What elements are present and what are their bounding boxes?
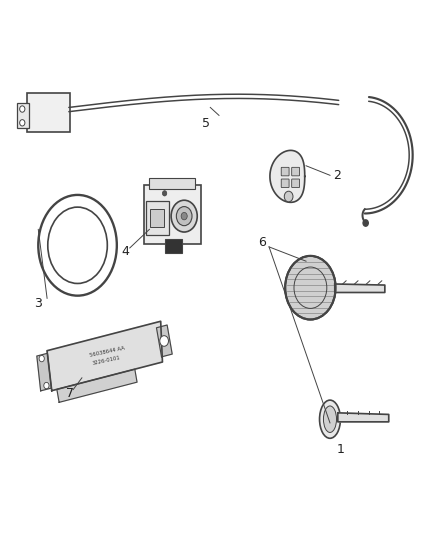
Circle shape xyxy=(39,356,44,362)
Circle shape xyxy=(171,200,197,232)
Text: 56038644 AA: 56038644 AA xyxy=(89,345,125,358)
Ellipse shape xyxy=(285,256,336,319)
Text: 7: 7 xyxy=(66,387,74,400)
Ellipse shape xyxy=(323,406,336,432)
Polygon shape xyxy=(335,284,385,293)
FancyBboxPatch shape xyxy=(292,179,300,188)
FancyBboxPatch shape xyxy=(149,178,195,189)
Polygon shape xyxy=(47,321,162,391)
Circle shape xyxy=(44,382,49,389)
Polygon shape xyxy=(37,353,51,391)
Circle shape xyxy=(284,191,293,202)
Circle shape xyxy=(162,191,167,196)
Text: 3: 3 xyxy=(35,297,42,310)
Polygon shape xyxy=(338,413,389,422)
Text: 2: 2 xyxy=(333,169,341,182)
Circle shape xyxy=(181,213,187,220)
Circle shape xyxy=(20,119,25,126)
Text: 1: 1 xyxy=(337,443,345,456)
Circle shape xyxy=(363,220,368,226)
Polygon shape xyxy=(270,150,305,203)
FancyBboxPatch shape xyxy=(292,167,300,176)
FancyBboxPatch shape xyxy=(18,103,29,127)
FancyBboxPatch shape xyxy=(146,201,169,235)
Text: 5: 5 xyxy=(202,117,210,130)
FancyBboxPatch shape xyxy=(150,209,164,227)
Polygon shape xyxy=(156,325,172,357)
Ellipse shape xyxy=(320,400,340,438)
FancyBboxPatch shape xyxy=(27,93,70,132)
FancyBboxPatch shape xyxy=(281,167,289,176)
FancyBboxPatch shape xyxy=(281,179,289,188)
FancyBboxPatch shape xyxy=(144,185,201,244)
Circle shape xyxy=(177,207,192,225)
Text: 6: 6 xyxy=(258,236,266,249)
FancyBboxPatch shape xyxy=(165,239,182,253)
Text: 3226-0101: 3226-0101 xyxy=(92,355,121,366)
Polygon shape xyxy=(57,369,137,402)
Text: 4: 4 xyxy=(121,245,129,258)
Circle shape xyxy=(160,336,169,346)
Circle shape xyxy=(20,106,25,112)
